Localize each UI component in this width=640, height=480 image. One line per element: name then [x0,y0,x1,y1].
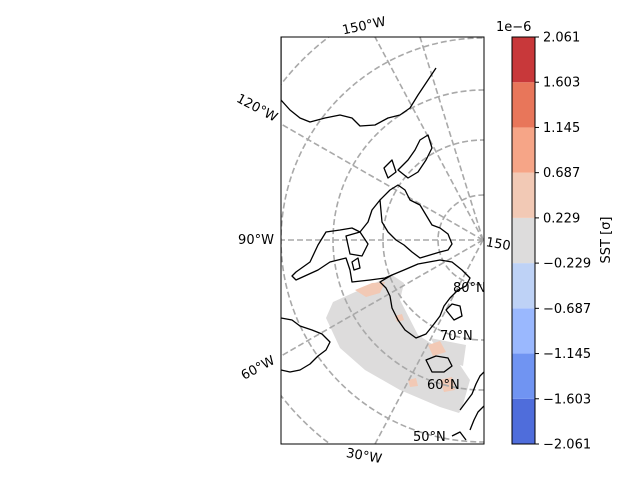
coastline-archipelago [379,184,453,259]
colorbar-segment [512,353,535,399]
coastline-labrador [281,317,331,373]
lon-label-90w: 90°W [238,233,274,248]
coastline-island [351,257,361,271]
colorbar-tick-label: 1.145 [543,121,580,136]
colorbar-segment [512,308,535,354]
colorbar-segments [512,37,535,444]
parallel-circle [382,139,484,341]
meridian-line [374,37,484,241]
coastline-scandinavia [451,371,484,441]
colorbar-tick-label: −2.061 [543,438,591,453]
meridian-line [281,123,484,241]
colorbar-axis-label: SST [σ] [599,217,614,264]
coastlines [281,37,484,441]
graticule [281,37,484,444]
colorbar-frame [511,36,536,445]
colorbar-tick-label: −1.145 [543,347,591,362]
sst-positive-patch [408,378,418,387]
coastline-greenland [379,259,471,339]
colorbar-segment [512,127,535,173]
sst-positive-patch [440,377,455,392]
colorbar-scale-label: 1e−6 [496,20,531,35]
meridian-line [281,239,484,357]
colorbar-tick-label: −0.229 [543,257,591,272]
sst-positive-patch [428,341,446,356]
coastline-island [383,159,397,179]
sst-positive-patch [395,314,404,322]
lon-label-150e: 150 [485,235,512,254]
lat-label-60n: 60°N [427,378,460,393]
lon-label-150w: 150°W [341,15,387,39]
parallel-circle [332,89,484,391]
coastline-canada [281,37,393,283]
map-axes [280,36,485,445]
colorbar-ticks: −2.061 −1.603 −1.145 −0.687 −0.229 0.229 0.687… [535,31,591,453]
colorbar-segment [512,398,535,444]
colorbar-tick-label: 2.061 [543,31,580,46]
colorbar-segment [512,37,535,83]
meridian-line [374,239,484,444]
parallel-circle [281,37,484,443]
map-frame [280,36,485,445]
colorbar-tick-label: 1.603 [543,76,580,91]
colorbar-segment [512,82,535,128]
sst-positive-patch [355,282,385,297]
colorbar-segment [512,217,535,264]
coastline-alaska [281,67,437,127]
lat-label-50n: 50°N [413,430,446,445]
colorbar-segment [512,263,535,309]
colorbar-tick-label: 0.229 [543,211,580,226]
coastline-baffin [345,231,369,257]
colorbar-tick-label: −1.603 [543,392,591,407]
colorbar-tick-label: 0.687 [543,166,580,181]
coastline-svalbard [445,303,463,321]
parallel-circle [437,194,484,286]
lat-label-80n: 80°N [453,281,486,296]
lat-label-70n: 70°N [440,329,473,344]
colorbar-segment [512,172,535,218]
coastline-island [397,134,433,179]
lon-label-30w: 30°W [345,446,383,467]
lon-label-60w: 60°W [239,353,278,383]
lon-label-120w: 120°W [234,91,280,125]
coastline-iceland [425,355,453,373]
colorbar: −2.061 −1.603 −1.145 −0.687 −0.229 0.229 0.687… [496,20,614,453]
colorbar-tick-label: −0.687 [543,302,591,317]
